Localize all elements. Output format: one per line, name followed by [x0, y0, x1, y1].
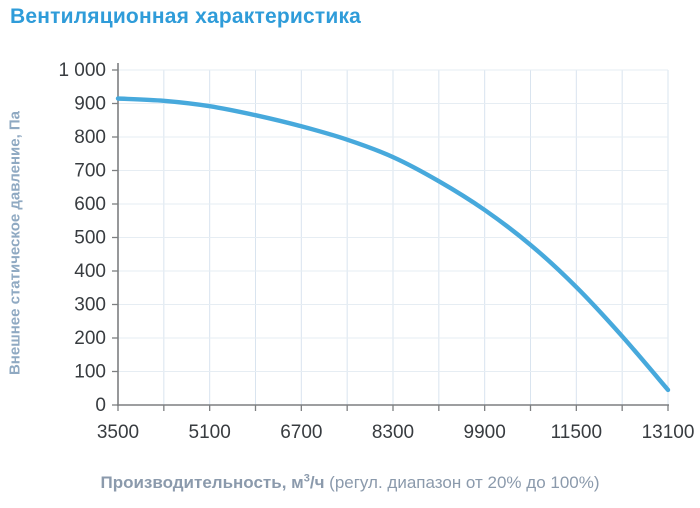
x-axis-title-note: (регул. диапазон от 20% до 100%)	[324, 473, 600, 492]
x-tick-label: 11500	[551, 422, 602, 443]
page-title: Вентиляционная характеристика	[10, 5, 362, 28]
x-axis-title-superscript: 3	[303, 472, 310, 485]
y-tick-label: 700	[74, 161, 106, 182]
y-tick-label: 1 000	[58, 60, 106, 81]
y-tick-label: 0	[95, 395, 106, 416]
x-tick-label: 3500	[97, 422, 139, 443]
x-tick-label: 9900	[464, 422, 506, 443]
x-tick-label: 6700	[280, 422, 322, 443]
x-tick-label: 8300	[372, 422, 414, 443]
y-tick-label: 200	[74, 328, 106, 349]
y-tick-label: 400	[74, 261, 106, 282]
x-axis-title: Производительность, м3/ч (регул. диапазо…	[0, 473, 700, 493]
y-tick-label: 300	[74, 295, 106, 316]
y-tick-label: 800	[74, 127, 106, 148]
x-tick-label: 5100	[189, 422, 231, 443]
y-tick-label: 500	[74, 228, 106, 249]
x-axis-title-main: Производительность, м	[100, 473, 304, 492]
y-tick-label: 600	[74, 194, 106, 215]
x-axis-title-unit: /ч	[309, 473, 325, 492]
x-tick-label: 13100	[642, 422, 695, 443]
y-tick-label: 100	[74, 362, 106, 383]
y-tick-label: 900	[74, 94, 106, 115]
fan-curve	[115, 96, 671, 393]
